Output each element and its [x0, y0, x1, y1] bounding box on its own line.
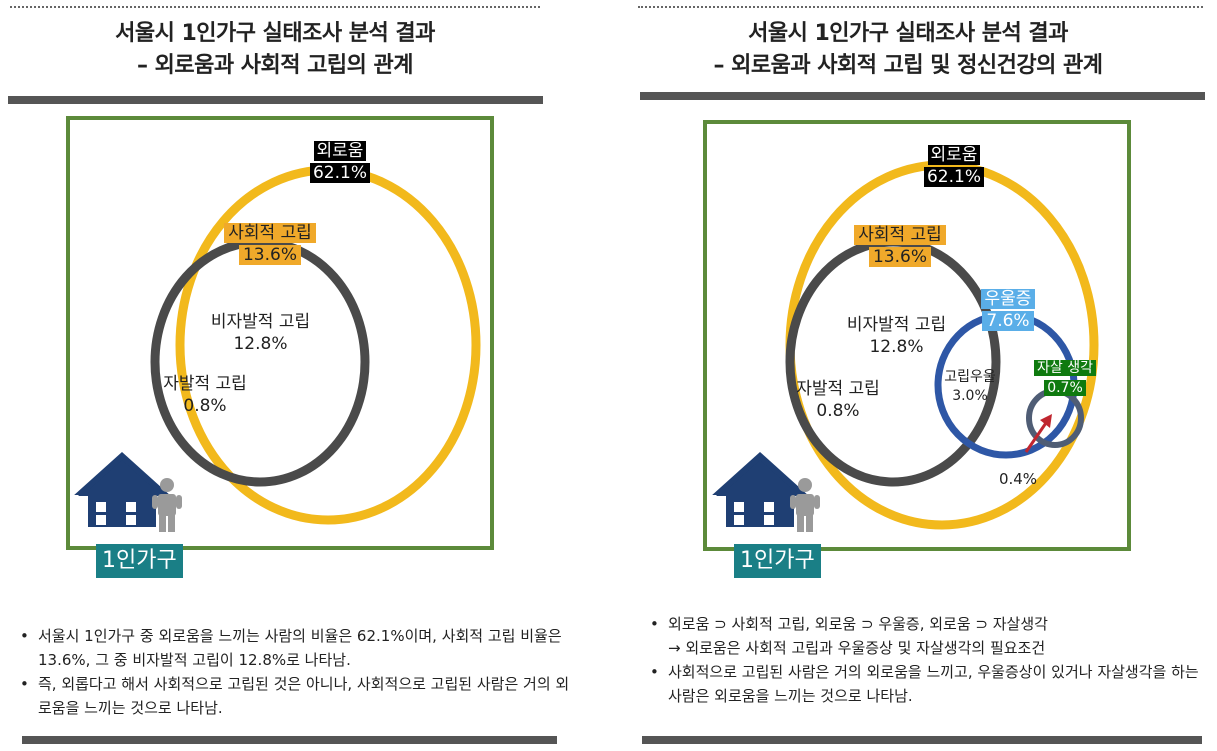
left-title-line1: 서울시 1인가구 실태조사 분석 결과 — [115, 21, 435, 46]
isolation-ring — [150, 237, 370, 487]
loneliness-value: 62.1% — [309, 163, 370, 183]
suicidal-name: 자살 생각 — [1034, 360, 1096, 376]
left-title-line2: – 외로움과 사회적 고립의 관계 — [136, 53, 414, 78]
right-title-line2: – 외로움과 사회적 고립 및 정신건강의 관계 — [713, 53, 1103, 78]
right-title: 서울시 1인가구 실태조사 분석 결과 – 외로움과 사회적 고립 및 정신건강… — [628, 18, 1188, 82]
right-note-2: 사회적으로 고립된 사람은 거의 외로움을 느끼고, 우울증상이 있거나 자살생… — [650, 660, 1213, 708]
left-panel: 서울시 1인가구 실태조사 분석 결과 – 외로움과 사회적 고립의 관계 외로… — [0, 0, 600, 751]
household-tag: 1인가구 — [96, 544, 183, 578]
voluntary-name: 자발적 고립 — [796, 379, 880, 399]
household-frame — [703, 120, 1131, 551]
isolation-label: 사회적 고립 13.6% — [840, 224, 960, 268]
depression-value: 7.6% — [982, 311, 1034, 331]
voluntary-label: 자발적 고립 0.8% — [150, 373, 260, 417]
loneliness-name: 외로움 — [313, 141, 367, 161]
right-title-line1: 서울시 1인가구 실태조사 분석 결과 — [748, 21, 1068, 46]
household-tag: 1인가구 — [734, 544, 821, 578]
suicidal-value: 0.7% — [1044, 380, 1086, 396]
voluntary-value: 0.8% — [816, 401, 860, 421]
person-icon — [152, 478, 182, 532]
depression-label: 우울증 7.6% — [968, 288, 1048, 332]
left-notes: 서울시 1인가구 중 외로움을 느끼는 사람의 비율은 62.1%이며, 사회적… — [18, 624, 578, 720]
top-dotted-rule — [638, 6, 1203, 8]
bottom-bar — [22, 736, 557, 744]
arrow-icon — [1024, 414, 1052, 453]
loneliness-name: 외로움 — [927, 145, 981, 165]
house-icon — [712, 451, 808, 527]
overlap-value: 0.4% — [998, 470, 1038, 488]
right-note-1: 외로움 ⊃ 사회적 고립, 외로움 ⊃ 우울증, 외로움 ⊃ 자살생각 — [650, 612, 1213, 636]
left-note-1: 서울시 1인가구 중 외로움을 느끼는 사람의 비율은 62.1%이며, 사회적… — [20, 624, 578, 672]
voluntary-value: 0.8% — [183, 396, 227, 416]
isolated-depressed-value: 3.0% — [952, 388, 988, 404]
involuntary-label: 비자발적 고립 12.8% — [198, 311, 323, 355]
right-note-1-sub: → 외로움은 사회적 고립과 우울증상 및 자살생각의 필요조건 — [668, 639, 1046, 657]
right-panel: 서울시 1인가구 실태조사 분석 결과 – 외로움과 사회적 고립 및 정신건강… — [608, 0, 1217, 751]
isolation-label: 사회적 고립 13.6% — [210, 222, 330, 266]
isolation-value: 13.6% — [868, 247, 931, 267]
isolation-name: 사회적 고립 — [854, 225, 946, 245]
right-notes: 외로움 ⊃ 사회적 고립, 외로움 ⊃ 우울증, 외로움 ⊃ 자살생각 → 외로… — [648, 612, 1213, 708]
left-title: 서울시 1인가구 실태조사 분석 결과 – 외로움과 사회적 고립의 관계 — [0, 18, 550, 82]
house-icon — [74, 451, 170, 527]
loneliness-value: 62.1% — [923, 167, 984, 187]
title-underline-bar — [8, 96, 543, 104]
isolated-depressed-name: 고립우울 — [944, 369, 996, 385]
involuntary-label: 비자발적 고립 12.8% — [834, 314, 959, 358]
household-frame — [66, 116, 494, 550]
involuntary-value: 12.8% — [233, 334, 288, 354]
person-icon — [790, 478, 820, 532]
depression-name: 우울증 — [980, 289, 1036, 309]
top-dotted-rule — [10, 6, 540, 8]
right-venn-diagram — [703, 120, 1131, 551]
isolated-depressed-label: 고립우울 3.0% — [935, 368, 1005, 406]
left-venn-diagram — [66, 116, 494, 550]
isolation-value: 13.6% — [238, 245, 301, 265]
loneliness-label: 외로움 62.1% — [300, 140, 380, 184]
involuntary-value: 12.8% — [869, 337, 924, 357]
involuntary-name: 비자발적 고립 — [210, 312, 311, 332]
loneliness-label: 외로움 62.1% — [914, 144, 994, 188]
suicidal-label: 자살 생각 0.7% — [1030, 358, 1100, 398]
voluntary-label: 자발적 고립 0.8% — [783, 378, 893, 422]
involuntary-name: 비자발적 고립 — [846, 315, 947, 335]
bottom-bar — [642, 736, 1202, 744]
isolation-ring — [785, 237, 1001, 487]
isolation-name: 사회적 고립 — [224, 223, 316, 243]
voluntary-name: 자발적 고립 — [163, 374, 247, 394]
title-underline-bar — [640, 92, 1205, 100]
left-note-2: 즉, 외롭다고 해서 사회적으로 고립된 것은 아니나, 사회적으로 고립된 사… — [20, 672, 578, 720]
